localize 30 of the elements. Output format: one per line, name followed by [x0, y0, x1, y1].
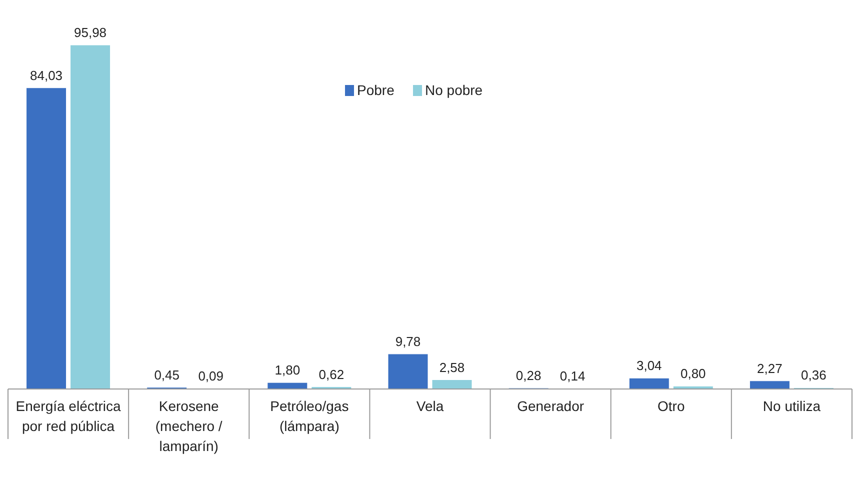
x-tick-label: Vela [416, 398, 444, 414]
x-tick-label: Otro [658, 398, 685, 414]
x-tick-label: No utiliza [762, 398, 821, 414]
bar [388, 354, 428, 390]
data-label: 2,58 [439, 360, 465, 375]
data-label: 0,09 [198, 368, 224, 384]
data-label: 95,98 [74, 25, 107, 40]
data-label: 0,36 [801, 368, 826, 383]
legend-label: Pobre [357, 82, 395, 98]
bar [749, 380, 790, 390]
data-label: 0,45 [154, 367, 180, 382]
data-label: 0,80 [680, 366, 706, 382]
bar [267, 382, 308, 390]
data-label: 2,27 [757, 360, 782, 376]
x-tick-label: Generador [517, 398, 584, 414]
data-label: 9,78 [395, 334, 421, 349]
data-label: 0,62 [318, 366, 344, 382]
data-label: 0,14 [560, 368, 586, 384]
x-tick-label: Kerosene (mechero / lamparín) [155, 398, 222, 454]
bar [628, 378, 670, 390]
legend-label: No pobre [425, 82, 483, 98]
data-label: 3,04 [636, 358, 662, 374]
data-label: 84,03 [30, 68, 63, 83]
bar [26, 88, 67, 390]
data-label: 1,80 [274, 362, 300, 378]
x-tick-label: Energía eléctrica por red pública [16, 398, 122, 434]
bar [70, 44, 111, 390]
x-tick-label: Petróleo/gas (lámpara) [270, 398, 349, 434]
data-label: 0,28 [516, 368, 542, 383]
bar [432, 380, 472, 390]
